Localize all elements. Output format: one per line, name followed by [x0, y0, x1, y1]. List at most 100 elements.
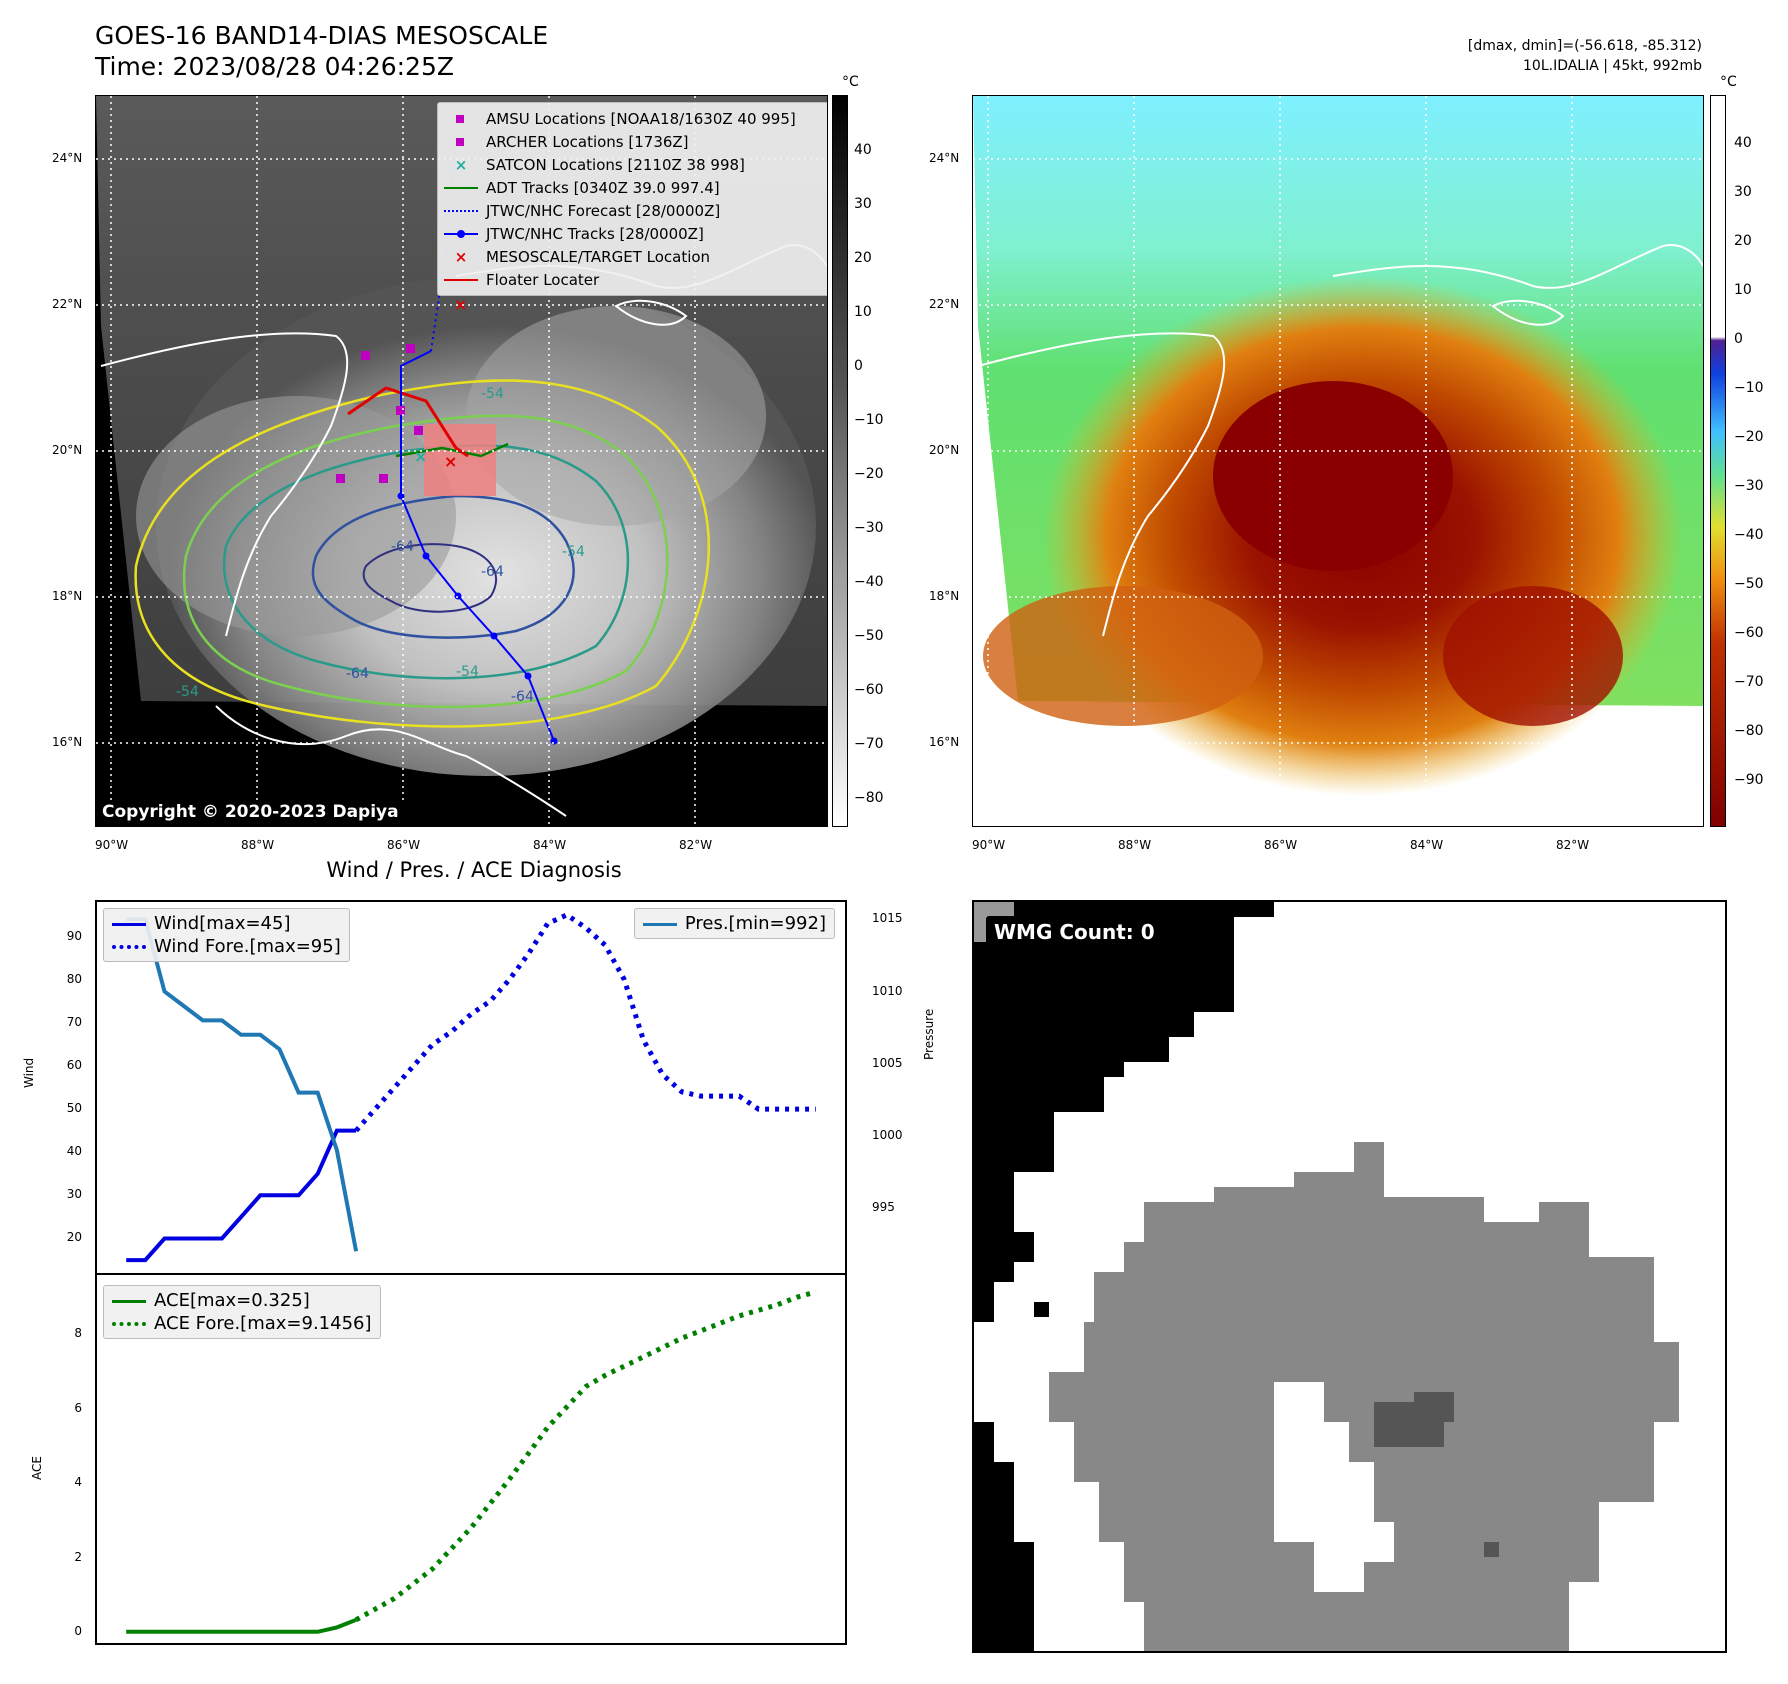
amsu-marker — [406, 344, 415, 353]
y-tick-label: 1010 — [872, 983, 903, 998]
series-line-0 — [126, 1128, 357, 1263]
wmg-white-gap — [1274, 1382, 1394, 1592]
ace-chart: ACE[max=0.325] ACE Fore.[max=9.1456] — [95, 1273, 847, 1645]
coastline-honduras — [215, 705, 567, 817]
nhc-track — [400, 495, 555, 742]
nhc-point — [454, 592, 462, 600]
y-tick-label: 1000 — [872, 1127, 903, 1142]
pressure-yticks: 995 1000 1005 1010 1015 — [872, 900, 932, 1275]
pressure-legend: Pres.[min=992] — [633, 908, 835, 939]
enhanced-map-svg — [973, 96, 1703, 826]
y-tick-label: 1005 — [872, 1055, 903, 1070]
contour-green — [182, 414, 669, 709]
ace-legend: ACE[max=0.325] ACE Fore.[max=9.1456] — [103, 1285, 381, 1339]
lon-label: 90°W — [972, 838, 1006, 852]
storm-info-label: 10L.IDALIA | 45kt, 992mb — [1523, 58, 1702, 74]
figure-title-line2: Time: 2023/08/28 04:26:25Z — [95, 52, 454, 81]
contour-label: -64 — [511, 689, 534, 705]
track-legend: AMSU Locations [NOAA18/1630Z 40 995] ARC… — [437, 102, 827, 296]
lon-label: 88°W — [1118, 838, 1152, 852]
satcon-marker: × — [414, 447, 427, 466]
series-line-2 — [126, 917, 359, 1252]
y-tick-label: 0 — [74, 1623, 82, 1638]
legend-archer: ARCHER Locations [1736Z] — [444, 130, 824, 153]
archer-marker — [336, 474, 345, 483]
wind-yticks: 20 30 40 50 60 70 80 90 — [0, 900, 88, 1275]
lat-label: 18°N — [52, 589, 83, 603]
target-marker: × — [444, 452, 457, 471]
coastline-yucatan — [100, 332, 349, 637]
enhanced-cloud-se — [1443, 586, 1623, 726]
wmg-count-label: WMG Count: 0 — [986, 916, 1163, 948]
legend-satcon: × SATCON Locations [2110Z 38 998] — [454, 155, 745, 174]
wmg-black-pixel — [1034, 1302, 1049, 1317]
contour-label: -54 — [176, 684, 199, 700]
colorbar-left — [832, 95, 848, 827]
colorbar-right — [1710, 95, 1726, 827]
lon-label: 86°W — [387, 838, 421, 852]
lon-label: 82°W — [1556, 838, 1590, 852]
nhc-point — [490, 632, 498, 640]
contour-yellow — [134, 379, 710, 728]
lon-label: 88°W — [241, 838, 275, 852]
wmg-dark-eye — [1374, 1392, 1454, 1447]
nhc-point — [524, 672, 532, 680]
enhanced-map-panel — [972, 95, 1704, 827]
dmax-dmin-label: [dmax, dmin]=(-56.618, -85.312) — [1467, 38, 1702, 54]
wmg-panel: WMG Count: 0 — [972, 900, 1727, 1653]
isla-juventud — [1491, 299, 1565, 326]
legend-amsu: AMSU Locations [NOAA18/1630Z 40 995] — [444, 107, 824, 130]
contour-navy — [311, 494, 575, 639]
contour-label: -64 — [481, 564, 504, 580]
y-tick-label: 40 — [66, 1144, 82, 1159]
wmg-dark-pixel — [1484, 1542, 1499, 1557]
floater-track — [347, 386, 469, 458]
lon-label: 84°W — [533, 838, 567, 852]
contour-label: -54 — [456, 664, 479, 680]
y-tick-label: 1015 — [872, 911, 903, 926]
lat-label: 20°N — [52, 443, 83, 457]
nhc-point — [422, 552, 430, 560]
ace-series-line-0 — [126, 1617, 357, 1634]
ir-map-panel: × × × -54 -64 -54 -64 -64 -54 -64 -54 AM… — [95, 95, 828, 827]
wmg-svg — [974, 902, 1679, 1651]
y-tick-label: 8 — [74, 1326, 82, 1341]
lat-label: 18°N — [929, 589, 960, 603]
wmg-black-nw — [974, 902, 1274, 1322]
y-tick-label: 60 — [66, 1057, 82, 1072]
legend-floater: Floater Locater — [444, 268, 824, 291]
wmg-black-sw — [974, 1422, 1034, 1651]
series-line-1 — [354, 912, 816, 1133]
isla-juventud — [614, 299, 688, 326]
y-tick-label: 30 — [66, 1187, 82, 1202]
contour-core — [362, 543, 497, 613]
legend-wind-forecast: Wind Fore.[max=95] — [112, 935, 341, 958]
y-tick-label: 4 — [74, 1475, 82, 1490]
lat-label: 16°N — [929, 735, 960, 749]
y-tick-label: 995 — [872, 1200, 895, 1215]
colorbar-right-unit: °C — [1720, 74, 1737, 90]
wmg-gray-region — [1049, 1142, 1679, 1651]
colorbar-left-unit: °C — [842, 74, 859, 90]
y-tick-label: 6 — [74, 1400, 82, 1415]
cloud-west — [136, 396, 456, 636]
lat-label: 20°N — [929, 443, 960, 457]
contour-label: -54 — [562, 544, 585, 560]
mesoscale-target-box — [424, 424, 496, 496]
contour-label: -54 — [481, 386, 504, 402]
legend-forecast: JTWC/NHC Forecast [28/0000Z] — [444, 199, 824, 222]
ace-svg — [126, 1289, 817, 1634]
amsu-marker — [396, 406, 405, 415]
legend-ace-forecast: ACE Fore.[max=9.1456] — [112, 1312, 372, 1335]
archer-marker — [414, 426, 423, 435]
enhanced-gridlines — [973, 96, 1703, 826]
enhanced-cloud-sw — [983, 586, 1263, 726]
lat-label: 16°N — [52, 735, 83, 749]
wind-pressure-svg — [126, 912, 816, 1263]
contour-teal — [222, 444, 630, 680]
ace-ylabel: ACE — [30, 1456, 44, 1480]
lat-label: 22°N — [52, 297, 83, 311]
y-tick-label: 90 — [66, 928, 82, 943]
contour-label: -64 — [346, 666, 369, 682]
legend-pressure: Pres.[min=992] — [642, 912, 826, 935]
